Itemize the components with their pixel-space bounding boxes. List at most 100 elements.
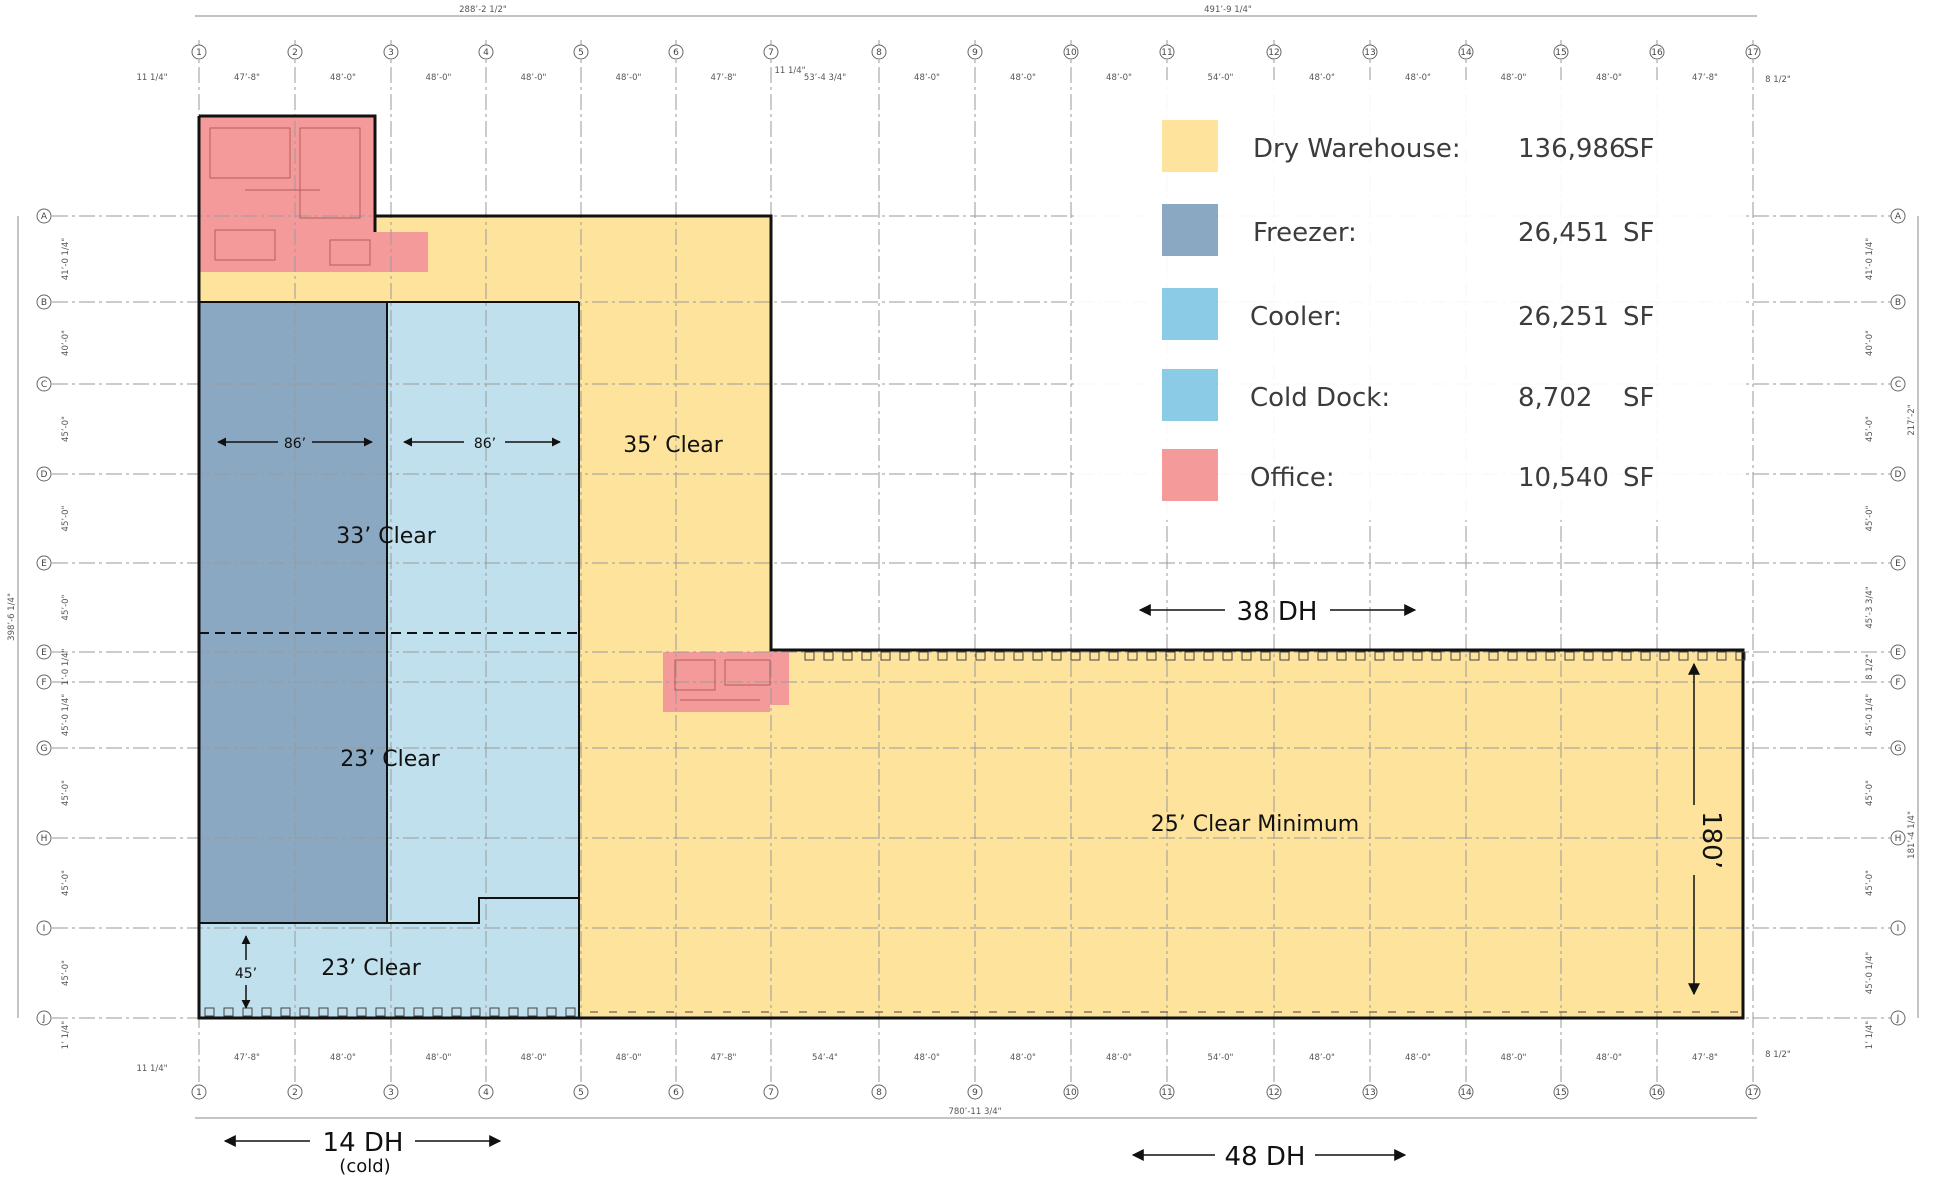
grid-bubble-label: I <box>43 924 46 934</box>
dock-door <box>1032 651 1043 661</box>
grid-bubble <box>36 466 52 482</box>
grid-bubble <box>1890 376 1906 392</box>
dock-door <box>565 1007 576 1017</box>
dock-door <box>1165 651 1176 661</box>
right-dim: 217’-2" <box>1907 404 1917 435</box>
grid-bubble <box>36 294 52 310</box>
overall-dimensions: 288’-2 1/2" 491’-9 1/4" 780’-11 3/4" 398… <box>7 5 1919 1119</box>
dock-door <box>1412 651 1423 661</box>
grid-bubble-label: 12 <box>1268 48 1279 58</box>
grid-bubble <box>1553 1084 1569 1100</box>
grid-bubble <box>871 1084 887 1100</box>
grid-bubble-label: E <box>41 648 47 658</box>
right-row-dim: 45’-0 1/4" <box>1865 694 1875 736</box>
dock-door <box>1450 651 1461 661</box>
grid-bubble-label: H <box>41 834 48 844</box>
grid-bubble <box>36 740 52 756</box>
top-bay-dim: 54’-0" <box>1208 73 1234 83</box>
grid-bubble-label: G <box>1895 744 1902 754</box>
cold-door-note: (cold) <box>339 1156 390 1177</box>
grid-bubble <box>478 44 494 60</box>
grid-bubble <box>871 44 887 60</box>
bottom-dim: 780’-11 3/4" <box>948 1107 1001 1117</box>
grid-bubble-label: 1 <box>196 48 202 58</box>
grid-bubble-label: 16 <box>1651 48 1663 58</box>
dock-door <box>204 1007 215 1017</box>
edge-top-left: 11 1/4" <box>136 73 167 83</box>
edge-top-right: 8 1/2" <box>1765 75 1791 85</box>
grid-bubble-label: 16 <box>1651 1088 1663 1098</box>
grid-bubble <box>36 376 52 392</box>
right-row-dim: 45’-0" <box>1865 505 1875 531</box>
bottom-bay-dim: 48’-0" <box>1405 1053 1431 1063</box>
dock-door <box>1317 651 1328 661</box>
grid-bubble <box>763 1084 779 1100</box>
grid-bubble <box>1890 208 1906 224</box>
grid-bubble-label: F <box>1895 678 1900 688</box>
bottom-bay-dim: 54’-0" <box>1208 1053 1234 1063</box>
edge-left-bottom: 1’ 1/4" <box>61 1021 71 1049</box>
legend-unit: SF <box>1623 302 1654 332</box>
bottom-bay-dim: 54’-4" <box>812 1053 838 1063</box>
left-row-dim: 45’-0" <box>61 870 71 896</box>
top-bay-dim: 47’-8" <box>234 73 260 83</box>
grid-bubble-label: A <box>1895 212 1902 222</box>
dock-door <box>1203 651 1214 661</box>
grid-bubble-label: 14 <box>1460 1088 1472 1098</box>
dock-door <box>975 651 986 661</box>
dimension-arrows <box>217 437 1700 1161</box>
dock-door <box>937 651 948 661</box>
south-door-label: 48 DH <box>1225 1142 1306 1172</box>
grid-bubble-label: 5 <box>578 48 584 58</box>
grid-bubble <box>1266 44 1282 60</box>
left-row-dim: 45’-0" <box>61 594 71 620</box>
upper-cold-clear-label: 33’ Clear <box>336 524 436 549</box>
dock-door <box>1374 651 1385 661</box>
lower-cold-clear-label: 23’ Clear <box>340 747 440 772</box>
bay-dimensions: 47’-8" 48’-0" 48’-0" 48’-0" 48’-0" 47’-8" 53’-… <box>61 73 1875 1063</box>
dock-door <box>432 1007 443 1017</box>
grid-bubble <box>36 920 52 936</box>
dock-door <box>1279 651 1290 661</box>
top-bay-dim: 48’-0" <box>330 73 356 83</box>
dock-door <box>1260 651 1271 661</box>
grid-bubble-label: A <box>41 212 48 222</box>
bottom-bay-dim: 48’-0" <box>1309 1053 1335 1063</box>
north-door-label: 38 DH <box>1237 597 1318 627</box>
right-lower-dim: 181’-4 1/4" <box>1907 811 1917 859</box>
dock-door <box>1013 651 1024 661</box>
bottom-bay-dim: 47’-8" <box>711 1053 737 1063</box>
dock-door <box>1678 651 1689 661</box>
left-dim: 398’-6 1/4" <box>7 593 17 641</box>
dock-door <box>1298 651 1309 661</box>
top-bay-dim: 48’-0" <box>1010 73 1036 83</box>
grid-bubble-label: 13 <box>1364 1088 1375 1098</box>
legend-label: Dry Warehouse: <box>1253 134 1461 164</box>
dimension-labels: 86’ 86’ 45’ 180’ 38 DH 48 DH 14 DH (cold… <box>235 436 1726 1177</box>
grid-bubble-label: D <box>41 470 48 480</box>
left-row-dim: 45’-0" <box>61 960 71 986</box>
grid-bubble <box>1159 44 1175 60</box>
grid-bubble-label: 9 <box>972 1088 978 1098</box>
grid-bubble <box>1890 466 1906 482</box>
grid-bubble <box>967 44 983 60</box>
grid-bubble-label: D <box>1895 470 1902 480</box>
dock-door <box>861 651 872 661</box>
grid-bubble-label: 11 <box>1161 1088 1172 1098</box>
grid-bubble <box>191 1084 207 1100</box>
right-row-dim: 41’-0 1/4" <box>1865 238 1875 280</box>
right-row-dim: 45’-3 3/4" <box>1865 586 1875 628</box>
edge-top-mid: 11 1/4" <box>774 66 805 76</box>
top-bay-dim: 48’-0" <box>1106 73 1132 83</box>
grid-bubble-label: 11 <box>1161 48 1172 58</box>
bottom-bay-dim: 47’-8" <box>234 1053 260 1063</box>
dock-doors <box>204 651 1746 1017</box>
grid-bubble-label: 8 <box>876 1088 882 1098</box>
grid-bubble-label: E <box>41 559 47 569</box>
top-bay-dim: 48’-0" <box>1596 73 1622 83</box>
grid-bubble <box>1890 555 1906 571</box>
bottom-bay-dim: 48’-0" <box>1010 1053 1036 1063</box>
dock-door <box>318 1007 329 1017</box>
dock-door <box>1735 651 1746 661</box>
top-bay-dim: 48’-0" <box>1501 73 1527 83</box>
